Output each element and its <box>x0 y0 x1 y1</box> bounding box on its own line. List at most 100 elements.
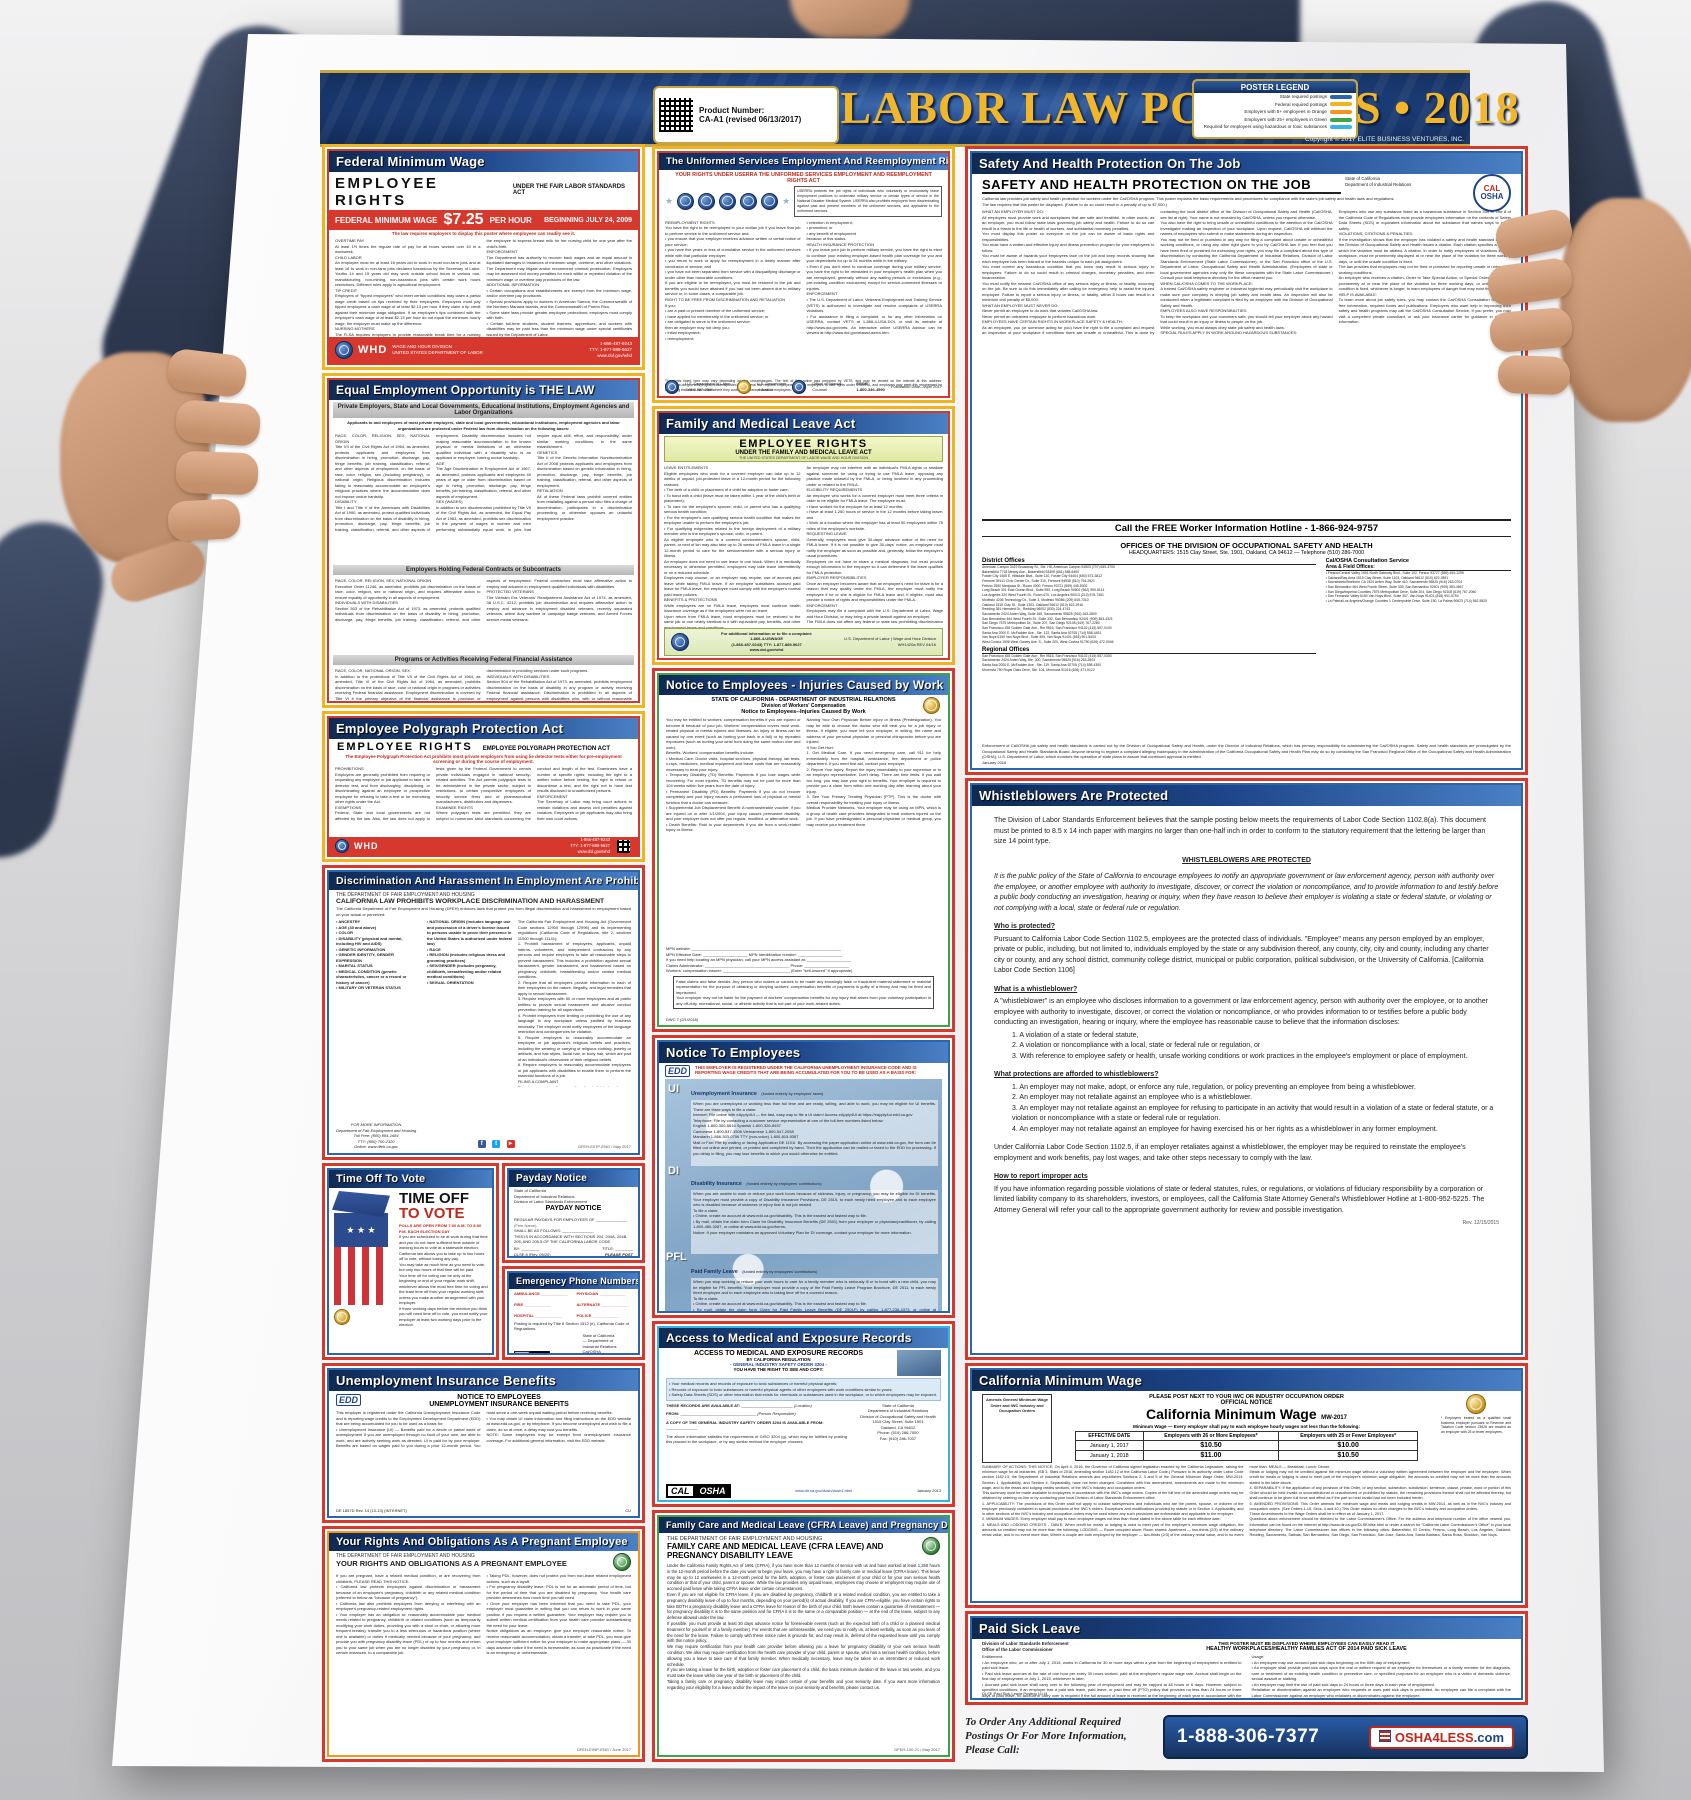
medical-bullets: • Your medical records and records of ex… <box>666 1378 941 1401</box>
twitter-icon: t <box>492 1140 501 1148</box>
military-seal-icon <box>761 192 779 210</box>
fmw-subtitle: UNDER THE FAIR LABOR STANDARDS ACT <box>512 184 626 196</box>
section-injuries-caused-by-work: Notice to Employees - Injuries Caused by… <box>652 668 955 1032</box>
cfra-dept: THE DEPARTMENT OF FAIR EMPLOYMENT AND HO… <box>667 1536 823 1542</box>
payday-code: DLSE 8 (Rev. 09/20) <box>514 1252 551 1258</box>
section-header-edd-notice: Notice To Employees <box>659 1042 948 1063</box>
section-payday-notice: Payday Notice State of California Depart… <box>502 1163 645 1263</box>
section-emergency-phone-numbers: Emergency Phone Numbers AMBULANCE ______… <box>502 1266 645 1360</box>
edd-ui-title: Unemployment Insurance <box>691 1091 757 1097</box>
section-whistleblowers-protected: Whistleblowers Are Protected The Divisio… <box>965 778 1528 1360</box>
whistle-intro: The Division of Labor Standards Enforcem… <box>994 817 1486 845</box>
fmla-footer2: U.S. Department of Labor | Wage and Hour… <box>844 636 936 647</box>
paidsick-right: Usage: • An employee may use accrued pai… <box>1251 1654 1512 1698</box>
legend-label: Federal required postings <box>1274 101 1327 107</box>
medical-sub3: YOU HAVE THE RIGHT TO SEE AND COPY: <box>733 1367 824 1372</box>
minwage-2017-25fewer: $10.00 <box>1278 1440 1419 1451</box>
safety-state-lines: State of California Department of Indust… <box>1345 176 1412 188</box>
medical-field1: THESE RECORDS ARE AVAILABLE AT: <box>666 1402 741 1408</box>
minwage-title: California Minimum Wage <box>1146 1406 1317 1422</box>
safety-intro: California law provides job safety and h… <box>982 196 1395 207</box>
fmw-body: OVERTIME PAY At least 1½ times the regul… <box>335 238 632 342</box>
safety-hq: HEADQUARTERS: 1515 Clay Street, Ste. 190… <box>1128 550 1365 557</box>
injuries-warning: False claims and false denials. Any pers… <box>673 975 934 1010</box>
minimum-wage-table: EFFECTIVE DATE Employers with 26 or More… <box>1074 1431 1419 1461</box>
dol-seal-icon <box>671 632 689 651</box>
dfeh-social-icons: f t ► <box>477 1132 517 1150</box>
injuries-title: Notice to Employees--Injuries Caused By … <box>741 709 866 715</box>
military-seal-icon <box>677 192 695 210</box>
section-polygraph-protection-act: Employee Polygraph Protection Act EMPLOY… <box>322 711 645 862</box>
section-header-uib: Unemployment Insurance Benefits <box>329 1370 638 1391</box>
esgr-logo: ESGR 1-800-336-4590 <box>856 381 885 392</box>
section-header-medical: Access to Medical and Exposure Records <box>659 1328 948 1348</box>
dfeh-seal-icon <box>922 1537 940 1555</box>
userra-body: REEMPLOYMENT RIGHTS You have the right t… <box>665 219 942 341</box>
dwc-seal-icon <box>923 697 940 714</box>
state-seal-icon <box>1466 1394 1486 1414</box>
whistle-p1: It is the public policy of the State of … <box>994 873 1499 912</box>
edd-logo: EDD <box>336 1394 362 1406</box>
payday-title: PAYDAY NOTICE <box>545 1204 602 1212</box>
injuries-fields: MPN website: ___________________________… <box>666 946 853 974</box>
legend-swatch-green <box>1330 117 1352 122</box>
paidsick-agency: Division of Labor Standards Enforcement … <box>982 1641 1069 1653</box>
order-text: To Order Any Additional Required Posting… <box>965 1716 1127 1756</box>
military-seal-icon <box>740 192 758 210</box>
whistle-q2: What is a whistleblower? <box>994 985 1078 993</box>
dfeh-code: DFEH-E07P-ENG / May 2017 <box>578 1144 631 1150</box>
emergency-address: State of California — Department of Indu… <box>582 1332 617 1355</box>
paidsick-code: DLSE Paid Sick Leave Posting 11/14 <box>982 1691 1048 1697</box>
legend-title: POSTER LEGEND <box>1194 81 1356 93</box>
military-seal-icon <box>719 192 737 210</box>
medical-url: www.dir.ca.gov/dosh/dosh1.html <box>795 1488 853 1494</box>
section-california-minimum-wage: California Minimum Wage Amends General M… <box>965 1363 1528 1608</box>
dfeh-title: CALIFORNIA LAW PROHIBITS WORKPLACE DISCR… <box>336 898 605 905</box>
medical-field3: A COPY OF THE GENERAL INDUSTRY SAFETY OR… <box>666 1419 824 1425</box>
qr-code-icon <box>617 839 630 853</box>
safety-hotline: Call the FREE Worker Information Hotline… <box>982 519 1511 538</box>
safety-area-list: • Fresno/Central Valley 1901 North Gatew… <box>1325 571 1488 604</box>
medical-field2: FROM: <box>666 1411 680 1417</box>
edd-di-body: When you are unable to work or reduce yo… <box>691 1190 938 1254</box>
edd-logo: EDD <box>665 1065 691 1077</box>
minwage-footnote: * Employers treated as a qualified small… <box>1441 1416 1511 1435</box>
medical-note: The above information satisfies the requ… <box>666 1433 847 1445</box>
minwage-th-26plus: Employers with 26 or More Employees* <box>1142 1431 1280 1441</box>
pregnant-code: DFEH-E09P-ENG / June 2017 <box>576 1747 631 1753</box>
medical-person: (Person Responsible) <box>757 1411 796 1417</box>
flag-icon <box>1378 1729 1391 1742</box>
emergency-code: S-500 <box>622 1351 633 1355</box>
minwage-date-2017: January 1, 2017 <box>1074 1440 1144 1451</box>
legend-label: Required for employers using hazardous o… <box>1203 124 1327 130</box>
section-time-off-to-vote: Time Off To Vote ★ ★ ★ TIME OFF TO VOTE … <box>322 1163 499 1360</box>
injuries-state: STATE OF CALIFORNIA - DEPARTMENT OF INDU… <box>711 697 896 703</box>
uib-title2: UNEMPLOYMENT INSURANCE BENEFITS <box>429 1401 569 1408</box>
section-header-polygraph: Employee Polygraph Protection Act <box>329 718 638 739</box>
payday-post: PLEASE POST <box>604 1252 633 1258</box>
california-seal-icon <box>334 1309 350 1325</box>
safety-area-label: Area & Field Offices: <box>1325 564 1511 572</box>
dol-seal-icon <box>665 380 679 394</box>
legend-swatch-hazard <box>1330 125 1352 130</box>
timeoff-title1: TIME OFF <box>399 1190 469 1207</box>
section-header-safety: Safety And Health Protection On The Job <box>972 153 1521 174</box>
whistle-a1: Pursuant to California Labor Code Sectio… <box>994 935 1489 975</box>
fmw-note: The law requires employers to display th… <box>391 231 576 236</box>
safety-offices-title: OFFICES OF THE DIVISION OF OCCUPATIONAL … <box>1120 541 1373 551</box>
uib-code-left: DE 1857D Rev. 14 (10-13) (INTERNET) <box>336 1508 407 1514</box>
section-unemployment-insurance-benefits: Unemployment Insurance Benefits EDD NOTI… <box>322 1363 645 1523</box>
edd-pfl-tag: PFL <box>666 1251 687 1263</box>
legend-label: Employers with 5+ employees in Orange <box>1244 109 1327 115</box>
userra-logo3-label: Office of Special Counsel <box>812 381 842 392</box>
edd-ui-sub: (funded entirely by employers' taxes) <box>761 1092 824 1096</box>
edd-pfl-title: Paid Family Leave <box>691 1269 738 1275</box>
dfeh-bullets-2: • NATIONAL ORIGIN (includes language use… <box>426 919 512 985</box>
payday-by: BY: <box>514 1245 521 1251</box>
poly-phone: 1-866-487-9243 TTY: 1-877-889-5627 www.d… <box>570 837 610 854</box>
section-header-paid-sick: Paid Sick Leave <box>972 1618 1521 1639</box>
timeoff-title2: TO VOTE <box>399 1205 465 1222</box>
poly-footer-bar: WHD 1-866-487-9243 TTY: 1-877-889-5627 w… <box>329 837 638 855</box>
medical-title: ACCESS TO MEDICAL AND EXPOSURE RECORDS <box>693 1350 864 1357</box>
eeo-contracts-banner: Employers Holding Federal Contracts or S… <box>333 565 634 576</box>
